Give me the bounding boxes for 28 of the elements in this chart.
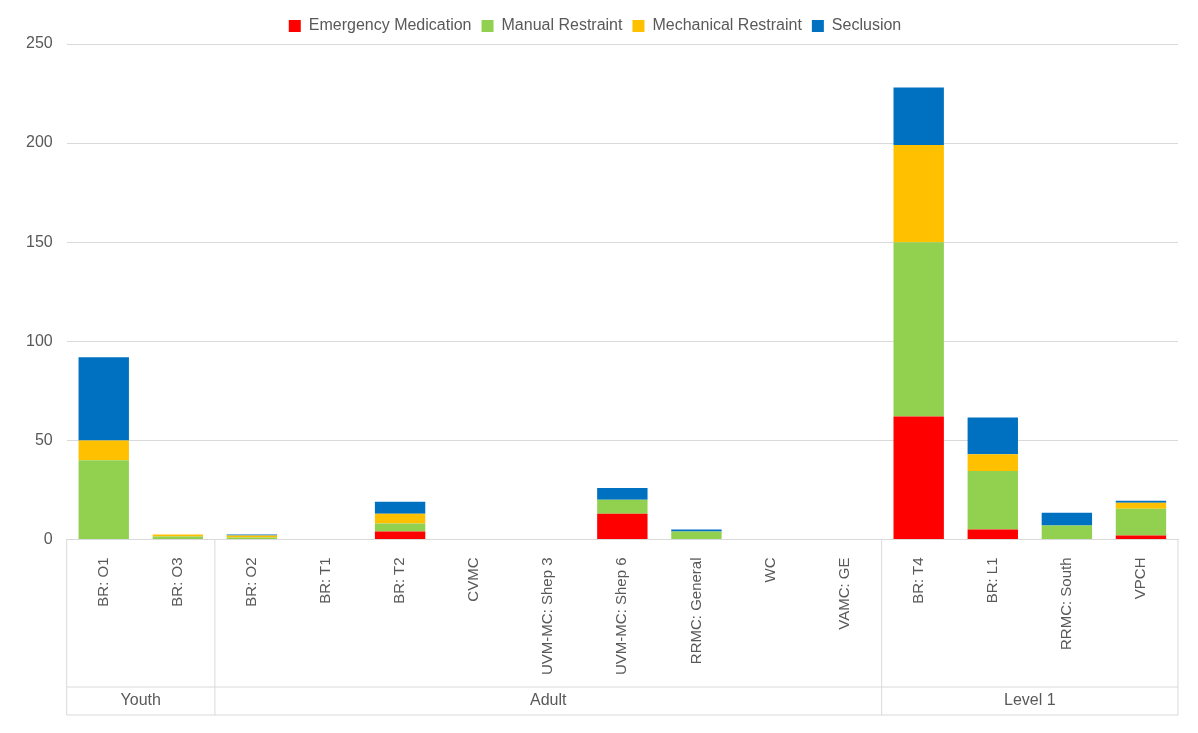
- y-tick-label: 150: [25, 232, 53, 250]
- y-tick-label: 0: [43, 529, 53, 547]
- x-tick-label: BR: O2: [242, 557, 260, 607]
- legend-label: Manual Restraint: [501, 16, 624, 34]
- y-tick-label: 50: [34, 430, 53, 448]
- x-tick-label: WC: [760, 557, 778, 583]
- text: Youth: [120, 691, 161, 709]
- x-tick-label: BR: O1: [93, 557, 111, 607]
- x-tick-label: BR: L1: [982, 557, 1000, 604]
- x-tick-label: BR: T2: [390, 557, 408, 604]
- x-tick-label: BR: T1: [316, 557, 334, 604]
- y-tick-label: 200: [25, 133, 53, 151]
- x-tick-label: CVMC: [464, 557, 482, 602]
- x-tick-label: UVM-MC: Shep 6: [612, 557, 630, 676]
- x-tick-label: RRMC: South: [1057, 557, 1075, 650]
- x-tick-label: UVM-MC: Shep 3: [538, 557, 556, 676]
- legend-label: Seclusion: [831, 16, 902, 34]
- x-tick-label: VAMC: GE: [834, 557, 852, 630]
- y-tick-label: 100: [25, 331, 53, 349]
- legend-label: Mechanical Restraint: [652, 16, 803, 34]
- x-tick-label: BR: O3: [167, 557, 185, 607]
- text: Level 1: [1004, 691, 1056, 709]
- y-tick-label: 250: [25, 34, 53, 52]
- x-tick-label: BR: T4: [908, 557, 926, 604]
- text: Adult: [530, 691, 568, 709]
- legend-label: Emergency Medication: [308, 16, 472, 34]
- x-tick-label: VPCH: [1131, 557, 1149, 600]
- x-tick-label: RRMC: General: [686, 557, 704, 665]
